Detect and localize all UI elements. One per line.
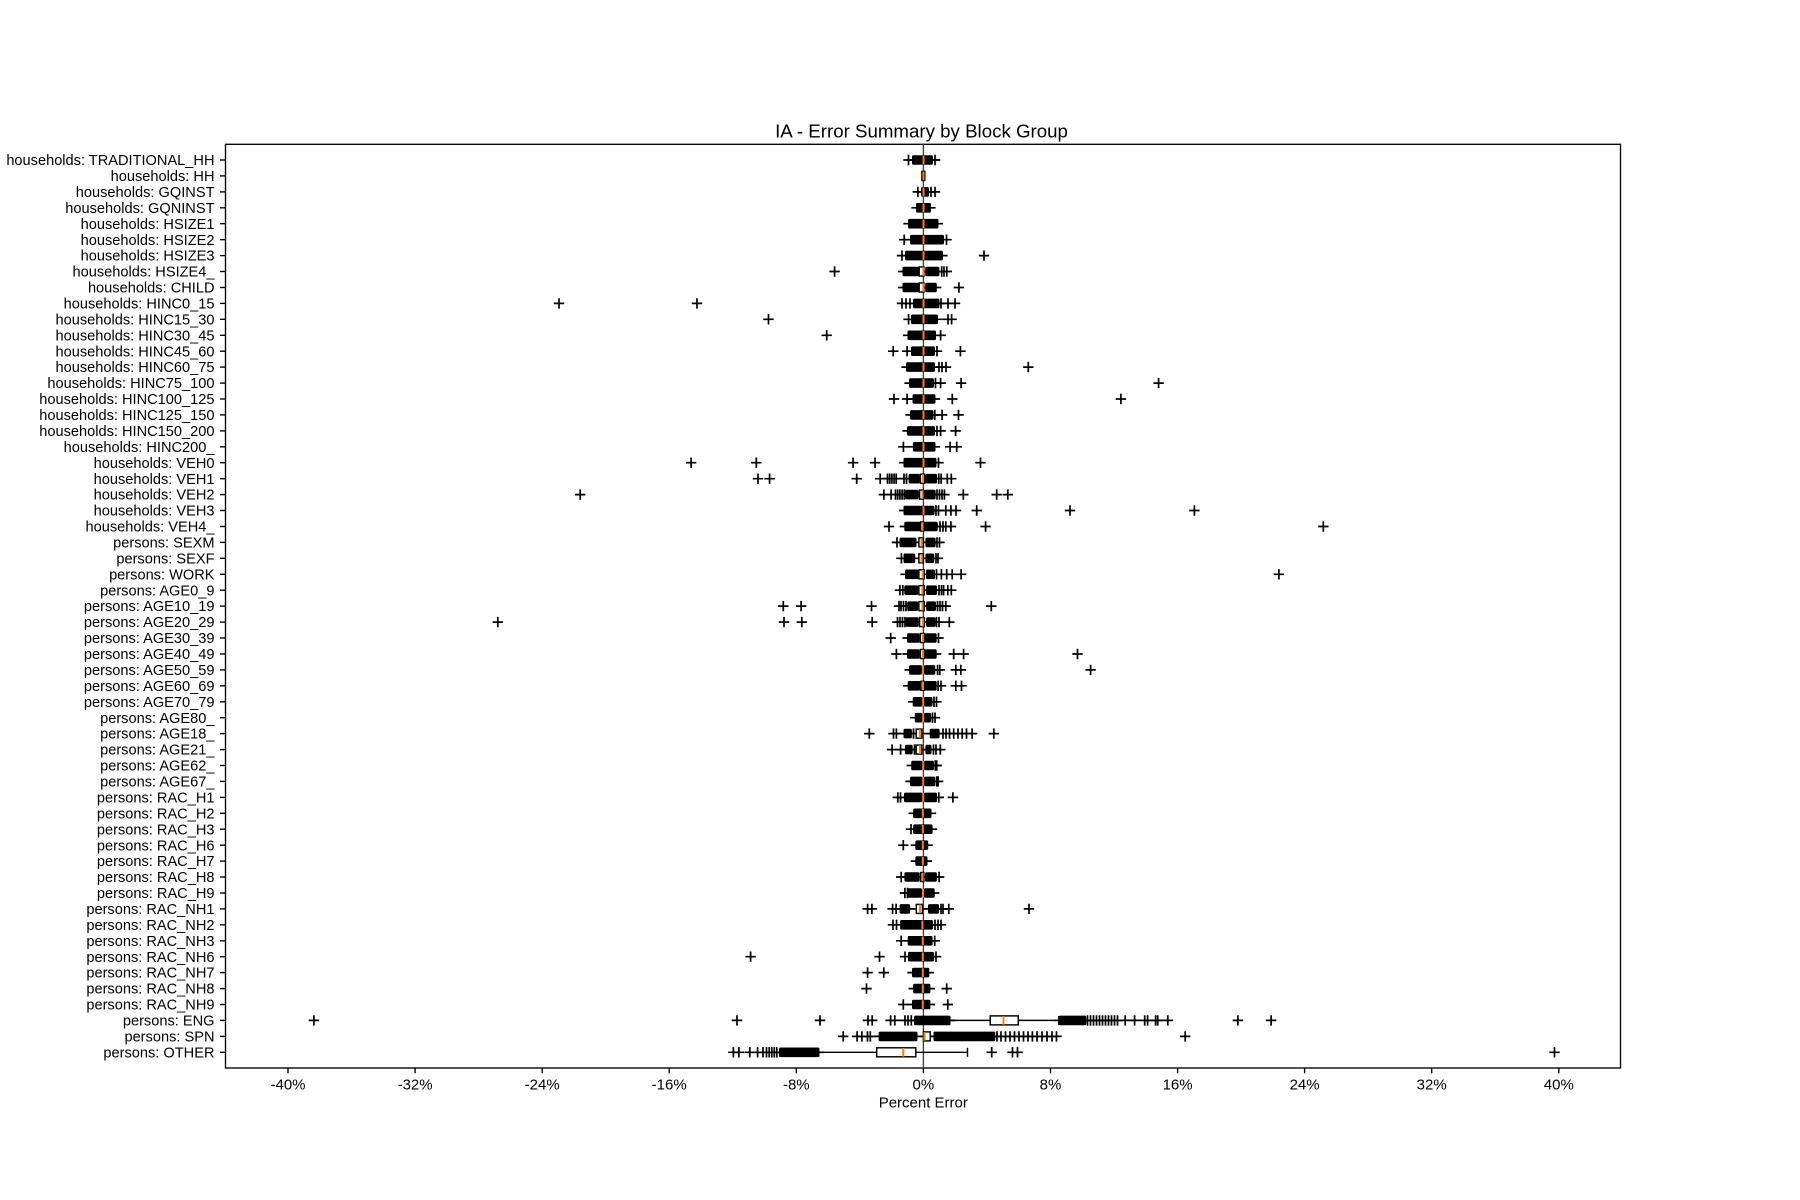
- svg-text:24%: 24%: [1290, 1077, 1320, 1094]
- svg-text:persons: RAC_H2: persons: RAC_H2: [97, 806, 215, 822]
- svg-text:households: HSIZE3: households: HSIZE3: [81, 249, 215, 265]
- svg-text:-40%: -40%: [270, 1077, 305, 1094]
- svg-text:0%: 0%: [913, 1077, 935, 1094]
- svg-text:16%: 16%: [1163, 1077, 1193, 1094]
- svg-text:households: HINC150_200: households: HINC150_200: [39, 424, 214, 440]
- svg-text:households: VEH0: households: VEH0: [94, 456, 215, 472]
- svg-text:households: CHILD: households: CHILD: [88, 281, 215, 297]
- svg-text:persons: SPN: persons: SPN: [124, 1030, 214, 1046]
- svg-text:households: VEH2: households: VEH2: [94, 488, 215, 504]
- svg-text:persons: RAC_H7: persons: RAC_H7: [97, 854, 215, 870]
- svg-text:persons: AGE21_: persons: AGE21_: [100, 743, 215, 759]
- svg-text:persons: AGE60_69: persons: AGE60_69: [84, 679, 215, 695]
- svg-text:persons: SEXF: persons: SEXF: [116, 551, 214, 567]
- svg-text:persons: AGE18_: persons: AGE18_: [100, 727, 215, 743]
- svg-text:persons: AGE40_49: persons: AGE40_49: [84, 647, 215, 663]
- svg-text:households: HINC0_15: households: HINC0_15: [64, 297, 215, 313]
- svg-text:persons: RAC_NH6: persons: RAC_NH6: [86, 950, 214, 966]
- svg-text:persons: RAC_NH1: persons: RAC_NH1: [86, 902, 214, 918]
- svg-text:persons: RAC_NH2: persons: RAC_NH2: [86, 918, 214, 934]
- svg-text:households: HINC200_: households: HINC200_: [64, 440, 216, 456]
- svg-text:persons: RAC_NH9: persons: RAC_NH9: [86, 998, 214, 1014]
- svg-text:households: HINC75_100: households: HINC75_100: [47, 376, 214, 392]
- svg-text:-24%: -24%: [525, 1077, 560, 1094]
- svg-text:persons: RAC_H8: persons: RAC_H8: [97, 870, 215, 886]
- svg-text:8%: 8%: [1040, 1077, 1062, 1094]
- svg-text:persons: AGE10_19: persons: AGE10_19: [84, 599, 215, 615]
- svg-text:persons: AGE50_59: persons: AGE50_59: [84, 663, 215, 679]
- svg-text:persons: RAC_NH8: persons: RAC_NH8: [86, 982, 214, 998]
- svg-text:persons: RAC_H3: persons: RAC_H3: [97, 822, 215, 838]
- svg-text:households: GQINST: households: GQINST: [76, 185, 215, 201]
- svg-text:persons: RAC_H6: persons: RAC_H6: [97, 838, 215, 854]
- svg-text:households: HINC100_125: households: HINC100_125: [39, 392, 214, 408]
- svg-text:households: VEH4_: households: VEH4_: [86, 520, 216, 536]
- svg-text:40%: 40%: [1544, 1077, 1574, 1094]
- svg-text:persons: OTHER: persons: OTHER: [103, 1045, 214, 1061]
- svg-text:persons: ENG: persons: ENG: [123, 1014, 215, 1030]
- svg-text:households: HINC45_60: households: HINC45_60: [55, 344, 214, 360]
- svg-text:households: HINC30_45: households: HINC30_45: [55, 328, 214, 344]
- svg-text:persons: AGE62_: persons: AGE62_: [100, 759, 215, 775]
- svg-text:households: VEH3: households: VEH3: [94, 504, 215, 520]
- svg-text:32%: 32%: [1417, 1077, 1447, 1094]
- svg-text:households: HINC125_150: households: HINC125_150: [39, 408, 214, 424]
- svg-text:persons: AGE67_: persons: AGE67_: [100, 775, 215, 791]
- svg-text:persons: RAC_NH7: persons: RAC_NH7: [86, 966, 214, 982]
- svg-text:households: GQNINST: households: GQNINST: [65, 201, 214, 217]
- svg-text:-32%: -32%: [398, 1077, 433, 1094]
- svg-text:persons: RAC_H1: persons: RAC_H1: [97, 791, 215, 807]
- svg-text:households: HSIZE4_: households: HSIZE4_: [73, 265, 216, 281]
- svg-text:persons: WORK: persons: WORK: [109, 567, 215, 583]
- svg-text:households: HINC15_30: households: HINC15_30: [55, 312, 214, 328]
- svg-text:persons: AGE0_9: persons: AGE0_9: [100, 583, 214, 599]
- svg-text:households: HSIZE1: households: HSIZE1: [81, 217, 215, 233]
- svg-text:IA - Error Summary by Block Gr: IA - Error Summary by Block Group: [775, 121, 1068, 142]
- svg-text:households: HSIZE2: households: HSIZE2: [81, 233, 215, 249]
- svg-text:persons: AGE70_79: persons: AGE70_79: [84, 695, 215, 711]
- svg-text:-8%: -8%: [783, 1077, 810, 1094]
- svg-text:households: HINC60_75: households: HINC60_75: [55, 360, 214, 376]
- svg-text:persons: AGE80_: persons: AGE80_: [100, 711, 215, 727]
- svg-text:households: VEH1: households: VEH1: [94, 472, 215, 488]
- svg-text:households: HH: households: HH: [111, 169, 215, 185]
- svg-text:persons: AGE30_39: persons: AGE30_39: [84, 631, 215, 647]
- svg-text:persons: SEXM: persons: SEXM: [113, 536, 214, 552]
- svg-text:-16%: -16%: [652, 1077, 687, 1094]
- svg-text:households: TRADITIONAL_HH: households: TRADITIONAL_HH: [6, 153, 214, 169]
- svg-text:persons: RAC_NH3: persons: RAC_NH3: [86, 934, 214, 950]
- svg-text:persons: RAC_H9: persons: RAC_H9: [97, 886, 215, 902]
- svg-text:Percent Error: Percent Error: [879, 1094, 968, 1111]
- svg-text:persons: AGE20_29: persons: AGE20_29: [84, 615, 215, 631]
